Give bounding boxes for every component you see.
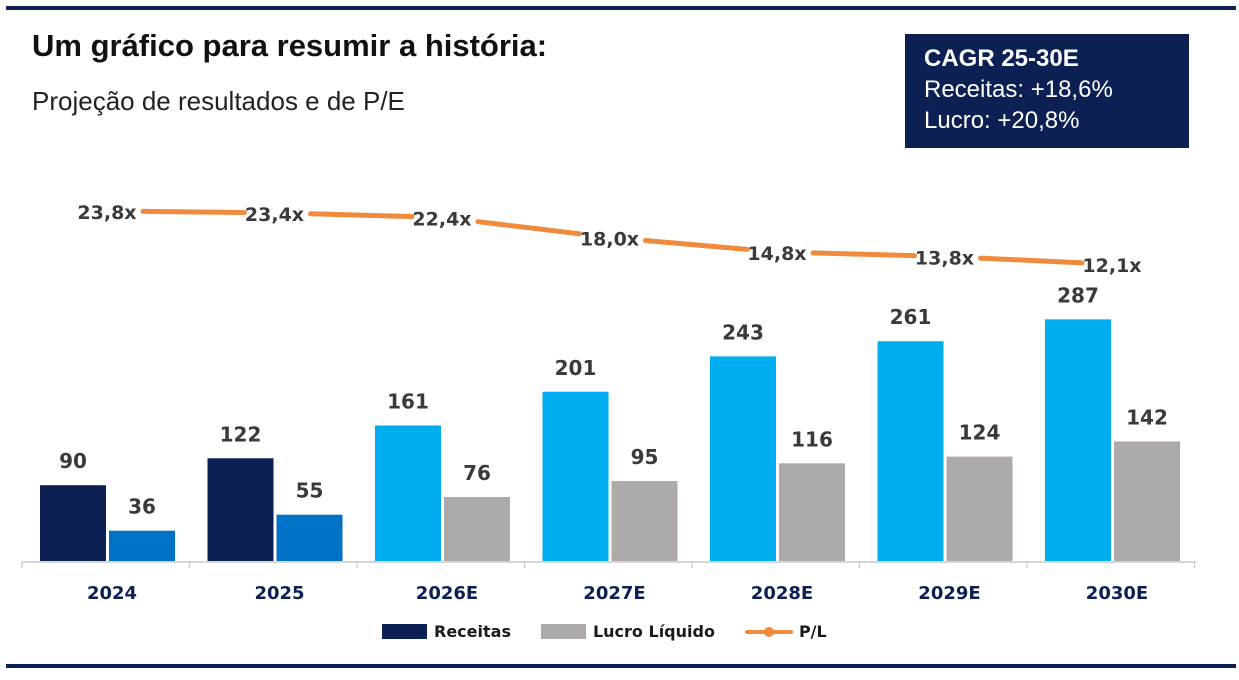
label-lucro-2026E: 76 (463, 461, 491, 485)
legend-label-receitas: Receitas (434, 622, 511, 641)
pl-line-segment (810, 250, 917, 259)
legend-item-pl: P/L (744, 622, 827, 641)
label-receitas-2025: 122 (220, 422, 262, 446)
legend-label-pl: P/L (798, 622, 827, 641)
label-pl-2030E: 12,1x (1082, 255, 1141, 277)
bottom-rule (6, 664, 1236, 668)
bar-receitas-2026E (375, 425, 441, 561)
label-receitas-2024: 90 (59, 449, 87, 473)
bar-lucro-2025 (276, 514, 343, 561)
bar-lucro-2029E (946, 456, 1013, 561)
bar-lucro-2024 (109, 530, 175, 561)
bar-receitas-2025 (207, 458, 274, 561)
legend-item-lucro: Lucro Líquido (540, 622, 715, 641)
bar-lucro-2027E (611, 481, 678, 561)
pl-line-segment (978, 255, 1085, 266)
legend-item-receitas: Receitas (382, 622, 511, 641)
label-pl-2028E: 14,8x (747, 243, 806, 265)
top-rule (6, 6, 1236, 10)
label-lucro-2029E: 124 (959, 421, 1001, 445)
tick-label-2025: 2025 (254, 583, 304, 604)
bar-receitas-2030E (1045, 319, 1111, 561)
label-pl-2024: 23,8x (77, 202, 136, 224)
tick-label-2028E: 2028E (751, 583, 813, 604)
bar-receitas-2029E (877, 341, 944, 561)
legend-swatch-lucro (540, 624, 586, 639)
label-pl-2029E: 13,8x (915, 248, 974, 270)
pl-line-segment (308, 211, 415, 220)
tick-label-2029E: 2029E (918, 583, 980, 604)
bar-receitas-2028E (710, 356, 776, 561)
pl-line-segment (140, 208, 247, 215)
label-lucro-2024: 36 (128, 495, 156, 519)
bar-lucro-2028E (779, 463, 845, 561)
label-pl-2026E: 22,4x (412, 208, 471, 230)
tick-label-2027E: 2027E (583, 583, 645, 604)
cagr-box: CAGR 25-30E Receitas: +18,6% Lucro: +20,… (905, 34, 1189, 148)
bar-lucro-2026E (444, 497, 510, 561)
label-lucro-2027E: 95 (631, 445, 659, 469)
label-lucro-2030E: 142 (1126, 405, 1168, 429)
cagr-heading: CAGR 25-30E (924, 45, 1079, 72)
label-pl-2027E: 18,0x (580, 228, 639, 250)
label-lucro-2028E: 116 (791, 427, 833, 451)
label-lucro-2025: 55 (296, 479, 324, 503)
label-receitas-2028E: 243 (722, 320, 764, 344)
bar-receitas-2027E (542, 391, 609, 561)
legend-line-pl (744, 624, 793, 639)
page-title: Um gráfico para resumir a história: (32, 28, 548, 63)
label-pl-2025: 23,4x (245, 204, 304, 226)
label-receitas-2029E: 261 (890, 305, 932, 329)
legend-label-lucro: Lucro Líquido (592, 622, 715, 641)
bar-receitas-2024 (40, 485, 106, 561)
label-receitas-2026E: 161 (387, 389, 429, 413)
tick-label-2026E: 2026E (416, 583, 478, 604)
bar-lucro-2030E (1114, 441, 1180, 561)
tick-label-2030E: 2030E (1086, 583, 1148, 604)
pl-line-segment (643, 238, 750, 252)
cagr-revenue-line: Receitas: +18,6% (924, 76, 1113, 103)
page-subtitle: Projeção de resultados e de P/E (32, 86, 405, 116)
legend-swatch-receitas (382, 624, 427, 639)
cagr-profit-line: Lucro: +20,8% (924, 107, 1080, 134)
chart-legend: Receitas Lucro Líquido P/L (382, 622, 857, 641)
pl-line-segment (475, 219, 582, 237)
label-receitas-2027E: 201 (555, 356, 597, 380)
tick-label-2024: 2024 (87, 583, 137, 604)
label-receitas-2030E: 287 (1057, 283, 1099, 307)
